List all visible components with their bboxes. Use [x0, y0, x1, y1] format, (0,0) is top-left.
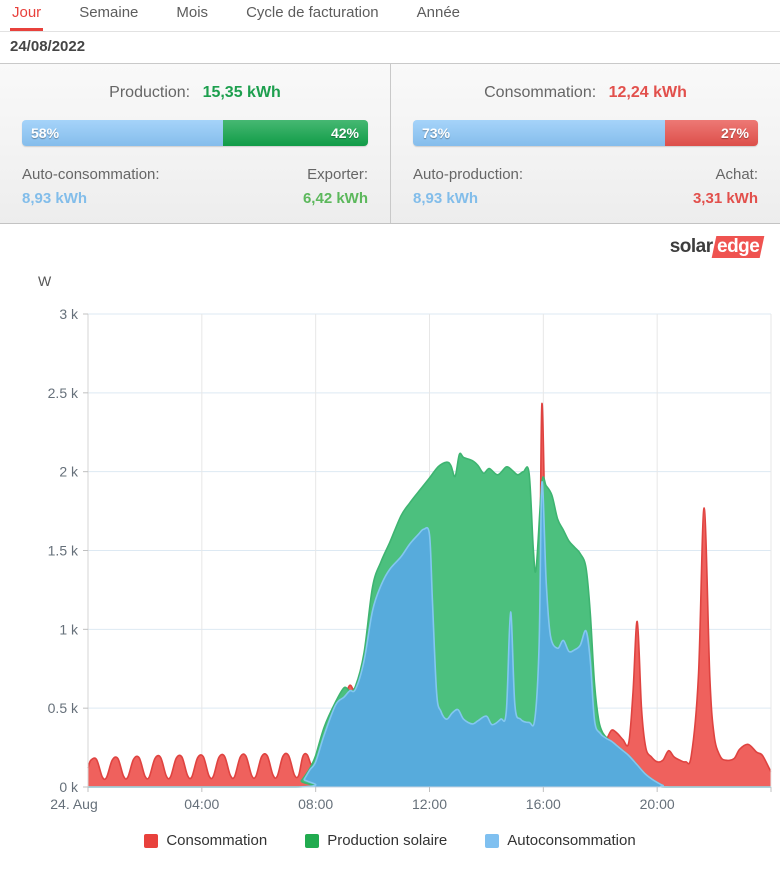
auto-consommation-stat: Auto-consommation: 8,93 kWh: [22, 166, 160, 207]
legend-label-consommation: Consommation: [166, 832, 268, 849]
x-tick-label: 20:00: [640, 796, 675, 812]
consumption-value: 12,24 kWh: [608, 84, 687, 101]
y-tick-label: 0.5 k: [48, 700, 79, 716]
power-chart[interactable]: 0 k 0.5 k 1 k 1.5 k 2 k 2.5 k 3 k 24. Aug 04:00 0…: [0, 262, 780, 822]
legend-label-autoconsommation: Autoconsommation: [507, 832, 636, 849]
purchase-label: Achat:: [715, 166, 758, 183]
x-tick-label: 24. Aug: [50, 796, 98, 812]
period-tabs: Jour Semaine Mois Cycle de facturation A…: [0, 0, 780, 31]
export-stat: Exporter: 6,42 kWh: [303, 166, 368, 207]
logo-solar-text: solar: [669, 236, 713, 257]
purchase-value: 3,31 kWh: [692, 190, 758, 207]
purchase-stat: Achat: 3,31 kWh: [693, 166, 758, 207]
consumption-stats-row: Auto-production: 8,93 kWh Achat: 3,31 kW…: [413, 166, 758, 207]
line-autoconsommation[interactable]: [88, 481, 771, 788]
tab-mois[interactable]: Mois: [176, 4, 209, 21]
auto-production-stat: Auto-production: 8,93 kWh: [413, 166, 523, 207]
y-tick-label: 1.5 k: [48, 543, 79, 559]
tab-semaine[interactable]: Semaine: [79, 4, 139, 21]
legend-item-autoconsommation[interactable]: Autoconsommation: [485, 832, 636, 849]
production-panel: Production: 15,35 kWh 58% 42% Auto-conso…: [0, 64, 390, 223]
logo-edge-text: edge: [711, 236, 765, 258]
auto-consommation-label: Auto-consommation:: [22, 166, 160, 183]
tab-annee[interactable]: Année: [416, 4, 461, 21]
consumption-title-label: Consommation:: [484, 84, 597, 101]
export-segment: 42%: [222, 120, 368, 146]
production-value: 15,35 kWh: [202, 84, 281, 101]
consumption-title: Consommation: 12,24 kWh: [413, 84, 758, 102]
purchase-segment: 27%: [664, 120, 758, 146]
date-bar: 24/08/2022: [0, 31, 780, 64]
export-label: Exporter:: [307, 166, 368, 183]
y-axis-unit-label: W: [38, 273, 52, 289]
date-label: 24/08/2022: [10, 38, 86, 55]
production-title: Production: 15,35 kWh: [22, 84, 368, 102]
x-tick-label: 04:00: [184, 796, 219, 812]
y-tick-label: 3 k: [59, 306, 79, 322]
auto-production-label: Auto-production:: [413, 166, 524, 183]
production-title-label: Production:: [109, 84, 191, 101]
y-tick-label: 2.5 k: [48, 385, 79, 401]
x-tick-label: 16:00: [526, 796, 561, 812]
consumption-ratio-bar: 73% 27%: [413, 120, 758, 146]
legend-item-consommation[interactable]: Consommation: [144, 832, 267, 849]
production-ratio-bar: 58% 42%: [22, 120, 368, 146]
y-tick-label: 1 k: [59, 621, 79, 637]
tab-jour[interactable]: Jour: [10, 0, 44, 31]
solaredge-logo: solar edge: [669, 236, 765, 262]
x-tick-label: 08:00: [298, 796, 333, 812]
chart-legend: Consommation Production solaire Autocons…: [0, 822, 780, 867]
tab-cycle-facturation[interactable]: Cycle de facturation: [246, 4, 379, 21]
logo-row: solar edge: [0, 224, 780, 262]
consumption-panel: Consommation: 12,24 kWh 73% 27% Auto-pro…: [390, 64, 780, 223]
legend-item-production-solaire[interactable]: Production solaire: [305, 832, 447, 849]
auto-production-segment: 73%: [413, 120, 665, 146]
y-tick-label: 0 k: [59, 779, 79, 795]
auto-production-value: 8,93 kWh: [413, 190, 479, 207]
auto-consommation-value: 8,93 kWh: [22, 190, 88, 207]
production-stats-row: Auto-consommation: 8,93 kWh Exporter: 6,…: [22, 166, 368, 207]
export-value: 6,42 kWh: [302, 190, 368, 207]
solaredge-dashboard: Jour Semaine Mois Cycle de facturation A…: [0, 0, 780, 867]
area-autoconsommation[interactable]: [88, 481, 771, 787]
autoconsommation-swatch-icon: [485, 833, 500, 848]
consommation-swatch-icon: [144, 833, 159, 848]
production-swatch-icon: [305, 833, 320, 848]
x-tick-label: 12:00: [412, 796, 447, 812]
y-tick-label: 2 k: [59, 464, 79, 480]
self-consumption-segment: 58%: [22, 120, 223, 146]
stats-section: Production: 15,35 kWh 58% 42% Auto-conso…: [0, 64, 780, 224]
line-production[interactable]: [88, 452, 771, 788]
chart-panel: solar edge 0 k 0.5 k 1 k 1.5 k 2 k 2.5 k 3 k 24.…: [0, 224, 780, 867]
legend-label-production-solaire: Production solaire: [327, 832, 448, 849]
